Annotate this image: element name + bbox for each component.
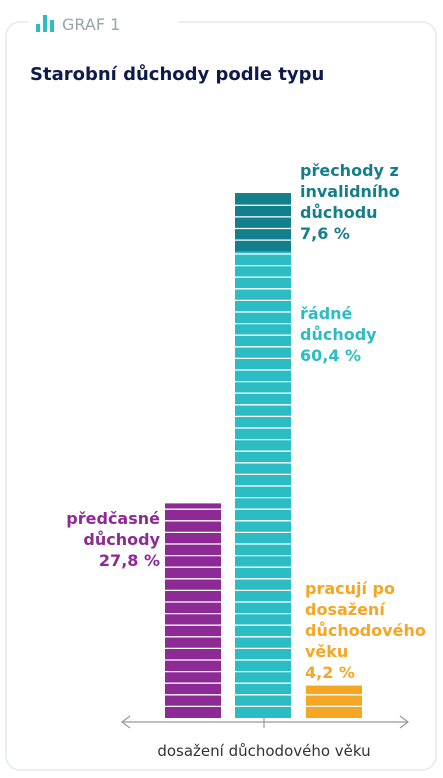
- icon: [43, 15, 47, 32]
- bar: [165, 503, 221, 718]
- series-label: přechody z invalidního důchodu 7,6 %: [300, 160, 430, 244]
- icon: [50, 20, 54, 32]
- series-label: pracují po dosažení důchodového věku 4,2 …: [305, 578, 441, 683]
- arrow: [121, 715, 131, 729]
- arrow: [399, 715, 409, 729]
- icon: [36, 24, 40, 32]
- x-axis-label: dosažení důchodového věku: [157, 742, 370, 760]
- series-name: pracují po dosažení důchodového věku: [305, 579, 426, 661]
- bar: [235, 251, 291, 718]
- value-label: 60,4 %: [300, 346, 362, 365]
- series-name: přechody z invalidního důchodu: [300, 161, 400, 222]
- bar: [306, 685, 362, 718]
- value-label: 4,2 %: [305, 663, 355, 682]
- frame: [5, 21, 437, 771]
- series-label: řádné důchody 60,4 %: [300, 303, 430, 366]
- series-name: řádné důchody: [300, 304, 377, 344]
- value-label: 27,8 %: [98, 551, 160, 570]
- bar: [235, 193, 291, 252]
- series-name: předčasné důchody: [66, 509, 160, 549]
- chart-title: Starobní důchody podle typu: [30, 63, 324, 85]
- value-label: 7,6 %: [300, 224, 350, 243]
- series-label: předčasné důchody 27,8 %: [20, 508, 160, 571]
- header-label: GRAF 1: [62, 15, 120, 34]
